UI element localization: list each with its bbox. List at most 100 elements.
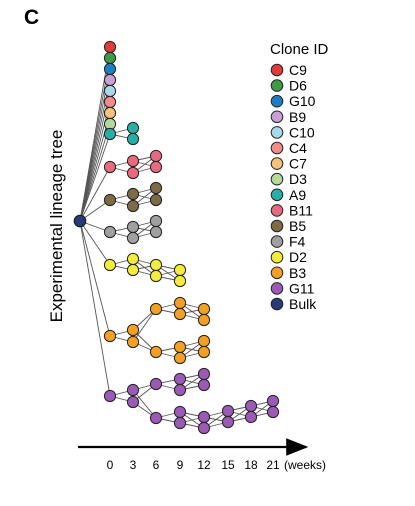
legend-item-c9: C9 bbox=[270, 62, 307, 78]
legend-item-b9: B9 bbox=[270, 109, 306, 125]
tree-node-b3 bbox=[197, 334, 211, 348]
tree-node-g11 bbox=[173, 405, 187, 419]
tree-node-b5 bbox=[103, 193, 117, 207]
legend-swatch bbox=[270, 94, 284, 108]
tick-label: 3 bbox=[130, 458, 137, 472]
tree-node-g11 bbox=[197, 367, 211, 381]
tree-node-b3 bbox=[149, 302, 163, 316]
tree-node-g11 bbox=[244, 399, 258, 413]
tree-node-a9 bbox=[126, 121, 140, 135]
tick-label: 15 bbox=[221, 458, 235, 472]
tree-node-b11 bbox=[126, 154, 140, 168]
tree-node-bulk bbox=[73, 214, 87, 228]
legend-item-c4: C4 bbox=[270, 140, 307, 156]
legend-label: B9 bbox=[289, 109, 306, 125]
legend-swatch bbox=[270, 63, 284, 77]
legend-label: D3 bbox=[289, 171, 307, 187]
tree-node-d2 bbox=[126, 252, 140, 266]
legend-swatch bbox=[270, 141, 284, 155]
tree-node-b3 bbox=[197, 313, 211, 327]
tree-edge bbox=[79, 166, 111, 222]
y-axis-label: Experimental lineage tree bbox=[47, 130, 66, 323]
tree-node-g11 bbox=[173, 416, 187, 430]
tree-edge bbox=[79, 220, 111, 337]
legend-label: C10 bbox=[289, 124, 315, 140]
tree-node-f4 bbox=[103, 225, 117, 239]
tree-node-a9 bbox=[103, 127, 117, 141]
tree-node-f4 bbox=[149, 214, 163, 228]
legend-item-a9: A9 bbox=[270, 187, 306, 203]
legend-swatch bbox=[270, 297, 284, 311]
tree-edge bbox=[79, 220, 111, 266]
legend-label: C9 bbox=[289, 62, 307, 78]
tree-node-b5 bbox=[126, 199, 140, 213]
tree-node-g11 bbox=[149, 411, 163, 425]
legend-swatch bbox=[270, 172, 284, 186]
tree-node-b3 bbox=[126, 323, 140, 337]
tree-node-g11 bbox=[149, 377, 163, 391]
tree-node-f4 bbox=[126, 220, 140, 234]
tree-node-g11 bbox=[197, 421, 211, 435]
tree-node-f4 bbox=[149, 225, 163, 239]
tick-label: 12 bbox=[197, 458, 211, 472]
legend-swatch bbox=[270, 250, 284, 264]
legend-label: A9 bbox=[289, 187, 306, 203]
time-axis-unit: (weeks) bbox=[284, 458, 326, 472]
tree-node-b3 bbox=[197, 345, 211, 359]
tree-node-d2 bbox=[126, 263, 140, 277]
legend-item-d3: D3 bbox=[270, 171, 307, 187]
tree-node-b3 bbox=[173, 351, 187, 365]
tree-node-g11 bbox=[197, 378, 211, 392]
legend-swatch bbox=[270, 126, 284, 139]
tree-node-g11 bbox=[126, 395, 140, 409]
tree-node-g11 bbox=[266, 394, 280, 408]
legend-swatch bbox=[270, 219, 284, 233]
tree-node-g11 bbox=[266, 405, 280, 419]
tick-label: 18 bbox=[244, 458, 258, 472]
tree-node-d2 bbox=[173, 263, 187, 277]
tree-node-g11 bbox=[221, 404, 235, 418]
legend-item-d6: D6 bbox=[270, 78, 307, 94]
legend-label: D2 bbox=[289, 249, 307, 265]
legend-swatch bbox=[270, 282, 284, 295]
tick-label: 9 bbox=[177, 458, 184, 472]
tree-nodes bbox=[73, 40, 280, 435]
legend-label: G10 bbox=[289, 93, 316, 109]
tree-node-b11 bbox=[149, 149, 163, 163]
legend-title: Clone ID bbox=[270, 41, 329, 58]
legend-swatch bbox=[270, 188, 284, 202]
legend-swatch bbox=[270, 157, 284, 170]
legend-label: C4 bbox=[289, 140, 307, 156]
time-axis-ticks: 0 3 6 9 12 15 18 21 bbox=[107, 458, 280, 472]
legend-item-d2: D2 bbox=[270, 249, 307, 265]
legend-label: D6 bbox=[289, 78, 307, 94]
legend-item-b11: B11 bbox=[270, 202, 313, 218]
tree-node-g10 bbox=[103, 62, 117, 76]
legend-label: B11 bbox=[289, 202, 313, 218]
legend-item-g10: G10 bbox=[270, 93, 316, 109]
tree-node-b5 bbox=[126, 187, 140, 201]
tick-label: 21 bbox=[266, 458, 280, 472]
tree-node-g11 bbox=[221, 415, 235, 429]
legend-item-f4: F4 bbox=[270, 234, 306, 250]
tree-node-b11 bbox=[149, 160, 163, 174]
tree-edge bbox=[79, 220, 111, 397]
legend-swatch bbox=[270, 110, 284, 124]
tree-node-c9 bbox=[103, 40, 117, 54]
legend-item-b3: B3 bbox=[270, 265, 306, 281]
legend-swatch bbox=[270, 266, 284, 280]
tree-node-b3 bbox=[173, 296, 187, 310]
tree-edge bbox=[79, 123, 111, 222]
tick-label: 0 bbox=[107, 458, 114, 472]
legend-item-g11: G11 bbox=[270, 280, 315, 296]
panel-label: C bbox=[24, 6, 40, 29]
legend-label: G11 bbox=[289, 280, 315, 296]
tree-node-g11 bbox=[244, 410, 258, 424]
tree-node-g11 bbox=[197, 410, 211, 424]
tree-node-c10 bbox=[103, 84, 117, 98]
legend-item-c10: C10 bbox=[270, 124, 315, 140]
tree-node-c4 bbox=[103, 95, 117, 109]
tree-node-c7 bbox=[103, 106, 117, 120]
tree-node-b3 bbox=[126, 335, 140, 349]
